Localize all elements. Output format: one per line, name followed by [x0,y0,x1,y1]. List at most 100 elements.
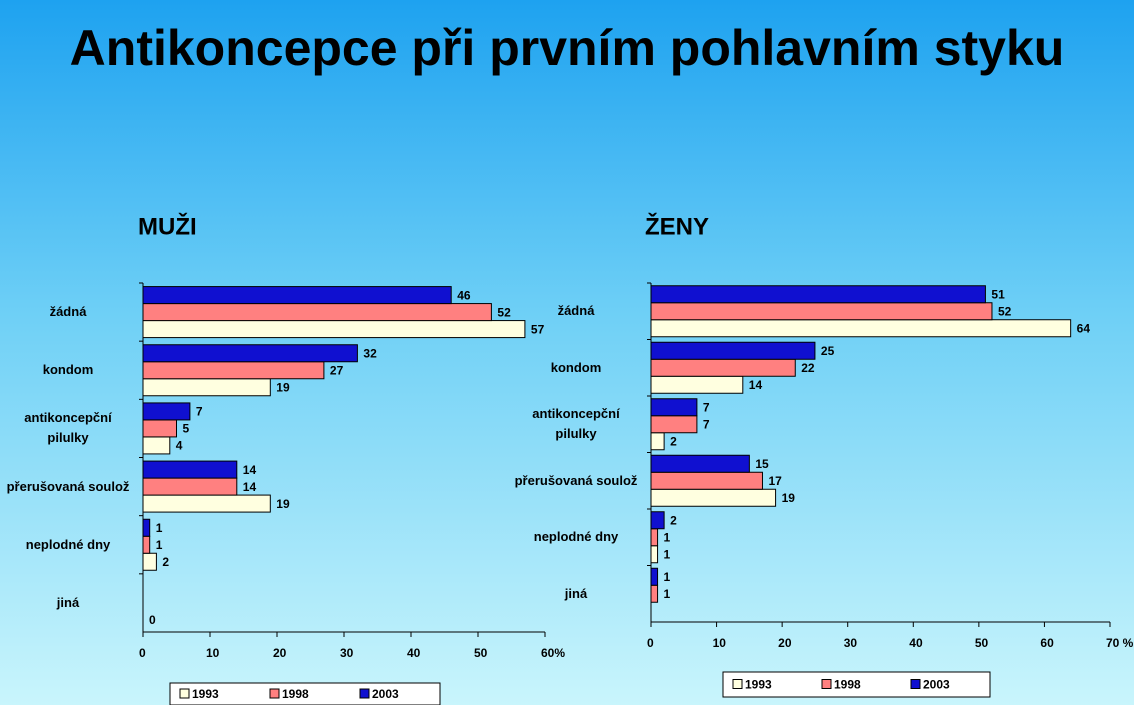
chart-title: MUŽI [138,212,197,240]
value-label: 64 [1077,321,1091,335]
value-label: 57 [531,322,545,336]
category-label: antikoncepční pilulky [532,406,620,442]
legend-box [722,671,991,698]
bar [142,518,151,537]
bar [650,285,986,304]
bar [142,477,238,496]
bar [650,415,698,434]
x-tick-label: 40 [407,646,421,660]
x-tick-label: 50 [975,636,989,650]
chart-title: ŽENY [645,212,709,240]
legend-label: 2003 [923,678,950,692]
value-label: 4 [176,439,183,453]
value-label: 0 [149,613,156,627]
x-tick-label: 60% [541,646,565,660]
bar [650,511,665,530]
slide-title: Antikoncepce při prvním pohlavním styku [69,20,1065,76]
bar [650,319,1072,338]
value-label: 14 [243,480,257,494]
bar [650,341,816,360]
value-label: 15 [755,457,769,471]
bar [650,471,763,490]
value-label: 17 [768,474,782,488]
bar [650,358,796,377]
value-label: 51 [991,287,1005,301]
bar [142,378,271,397]
value-label: 46 [457,288,471,302]
value-label: 1 [664,547,671,561]
bar [142,552,157,571]
category-label: jiná [564,585,588,601]
bar [142,494,271,513]
value-label: 14 [749,378,763,392]
value-label: 2 [670,434,677,448]
category-label: antikoncepční pilulky [24,410,112,446]
value-label: 19 [276,380,290,394]
legend-label: 1998 [834,678,861,692]
value-label: 25 [821,344,835,358]
bar [142,419,177,438]
value-label: 19 [782,491,796,505]
bar [142,535,151,554]
bar [650,302,993,321]
x-tick-label: 70 % [1106,636,1134,650]
value-label: 14 [243,463,257,477]
value-label: 1 [664,570,671,584]
category-label: přerušovaná soulož [6,478,130,494]
category-label: jiná [56,594,80,610]
value-label: 1 [156,521,163,535]
value-label: 7 [703,417,710,431]
value-label: 52 [998,304,1012,318]
x-tick-label: 20 [273,646,287,660]
category-label: kondom [42,362,94,378]
value-label: 19 [276,497,290,511]
value-label: 2 [162,555,169,569]
x-tick-label: 50 [474,646,488,660]
bar [142,286,452,305]
value-label: 1 [664,530,671,544]
legend-swatch [359,688,370,699]
x-tick-label: 40 [909,636,923,650]
bar [142,436,171,455]
category-label: kondom [550,359,602,375]
bar [650,375,744,394]
value-label: 1 [156,538,163,552]
value-label: 27 [330,363,344,377]
legend-swatch [910,679,921,689]
legend-swatch [269,688,280,699]
x-tick-label: 30 [844,636,858,650]
bar [142,344,358,363]
legend-label: 1993 [745,678,772,692]
value-label: 5 [183,422,190,436]
bar [142,320,526,339]
legend-swatch [179,688,190,699]
bar [650,454,750,473]
x-tick-label: 60 [1040,636,1054,650]
category-label: žádná [49,304,87,320]
value-label: 7 [703,400,710,414]
bar [142,460,238,479]
x-tick-label: 30 [340,646,354,660]
bar [142,402,191,421]
bar [650,567,659,586]
value-label: 2 [670,513,677,527]
bar [650,545,659,564]
value-label: 22 [801,361,815,375]
bar [650,528,659,547]
bar [142,361,325,380]
value-label: 1 [664,587,671,601]
bar [142,303,492,322]
category-label: žádná [557,303,595,319]
legend-label: 1998 [282,687,309,701]
category-label: neplodné dny [25,536,111,552]
legend-label: 2003 [372,687,399,701]
bar [650,398,698,417]
x-tick-label: 0 [647,636,654,650]
legend-swatch [821,679,832,689]
x-tick-label: 10 [206,646,220,660]
x-tick-label: 0 [139,646,146,660]
category-label: přerušovaná soulož [514,472,638,488]
value-label: 32 [363,346,377,360]
legend-label: 1993 [192,687,219,701]
